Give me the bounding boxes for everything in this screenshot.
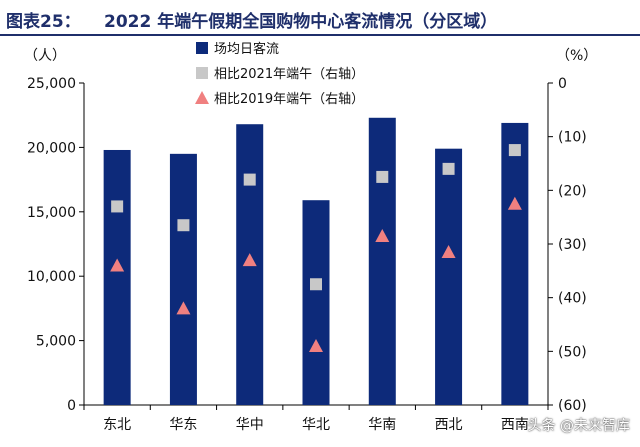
marker-2021-华东	[177, 219, 190, 232]
marker-2019-西南	[507, 196, 522, 210]
legend-swatch-triangle	[195, 91, 209, 104]
x-tick-label: 西南	[501, 417, 529, 433]
x-tick-label: 华东	[169, 417, 197, 433]
x-tick-label: 东北	[103, 417, 131, 433]
bar-西北	[435, 148, 463, 406]
marker-2021-西南	[508, 144, 521, 157]
left-tick-label: 20,000	[27, 140, 76, 156]
x-tick-label: 西北	[435, 417, 463, 433]
marker-2019-华北	[309, 338, 323, 352]
right-tick-label: (30)	[558, 237, 587, 253]
x-tick-label: 华中	[236, 417, 264, 433]
bar-华东	[169, 153, 197, 405]
title-underline	[0, 34, 640, 36]
left-tick-label: 25,000	[27, 76, 76, 92]
legend-swatch-bar	[196, 42, 208, 54]
right-tick-label: 0	[558, 76, 567, 92]
legend-label: 场均日客流	[214, 41, 279, 57]
legend-label: 相比2021年端午（右轴）	[214, 67, 364, 82]
marker-2019-东北	[110, 258, 125, 272]
x-tick-label: 华北	[302, 417, 330, 433]
chart-title: 2022 年端午假期全国购物中心客流情况（分区域）	[104, 12, 498, 32]
figure-header: 图表25： 2022 年端午假期全国购物中心客流情况（分区域）	[0, 0, 640, 34]
marker-2021-华北	[310, 278, 322, 291]
marker-2019-华南	[375, 228, 390, 242]
right-tick-label: (10)	[558, 130, 587, 146]
left-tick-label: 15,000	[27, 205, 76, 221]
bar-西南	[501, 122, 529, 405]
marker-2019-西北	[441, 245, 456, 259]
right-tick-label: (50)	[558, 344, 587, 360]
left-tick-label: 10,000	[27, 269, 76, 285]
legend-swatch-square	[196, 67, 208, 79]
marker-2019-华中	[242, 253, 257, 267]
left-axis-unit: （人）	[24, 48, 66, 64]
bar-华北	[302, 200, 330, 405]
left-tick-label: 5,000	[36, 334, 76, 350]
right-tick-label: (40)	[558, 291, 587, 307]
x-tick-label: 华南	[368, 417, 396, 433]
marker-2021-东北	[111, 200, 124, 213]
watermark: 头条 @未来智库	[527, 418, 630, 434]
marker-2021-华南	[376, 170, 389, 183]
marker-2021-西北	[442, 162, 455, 175]
marker-2019-华东	[176, 301, 191, 315]
legend-label: 相比2019年端午（右轴）	[214, 92, 364, 107]
right-tick-label: (60)	[558, 398, 587, 414]
marker-2021-华中	[243, 173, 256, 186]
right-axis-unit: （%）	[556, 48, 597, 64]
bar-东北	[103, 149, 131, 405]
right-tick-label: (20)	[558, 183, 587, 199]
left-tick-label: 0	[67, 398, 76, 414]
bar-华南	[368, 117, 396, 405]
figure-number: 图表25：	[6, 12, 81, 32]
